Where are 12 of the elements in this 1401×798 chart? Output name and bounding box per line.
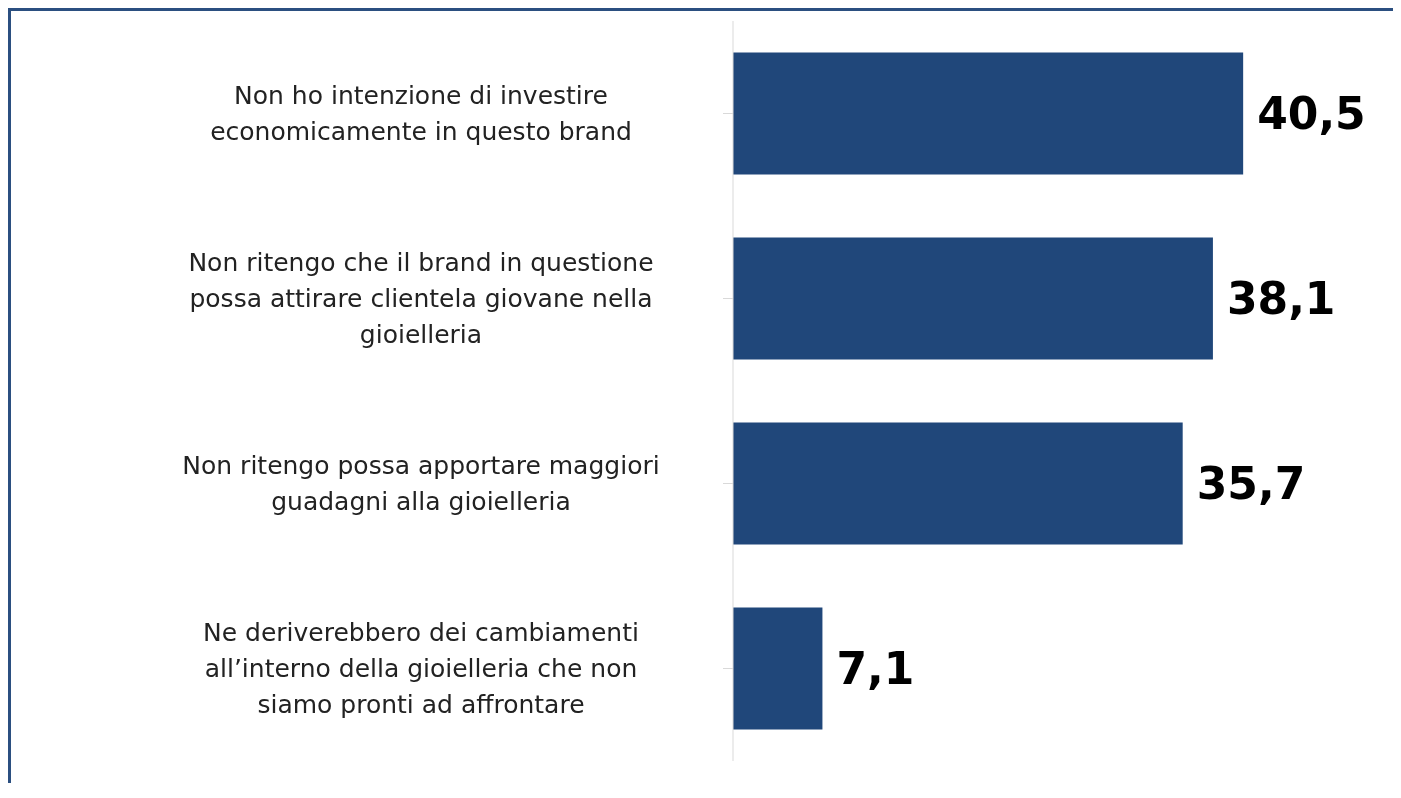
bar	[733, 237, 1213, 360]
y-tick-label: Non ritengo che il brand in questione possa attirare clientela giovane nella gioielleria	[188, 248, 654, 350]
bar	[733, 52, 1244, 175]
data-label: 7,1	[836, 643, 915, 695]
data-label: 38,1	[1226, 273, 1336, 325]
data-label: 40,5	[1257, 88, 1366, 140]
data-label: 35,7	[1196, 458, 1306, 510]
y-tick-label: Ne deriverebbero dei cambiamenti all’interno della gioielleria che non siamo pronti ad affrontare	[203, 618, 639, 720]
bar	[733, 607, 823, 730]
bar	[733, 422, 1183, 545]
y-tick-label: Non ho intenzione di investire economicamente in questo brand	[210, 81, 632, 147]
y-tick-label: Non ritengo possa apportare maggiori guadagni alla gioielleria	[182, 451, 660, 517]
